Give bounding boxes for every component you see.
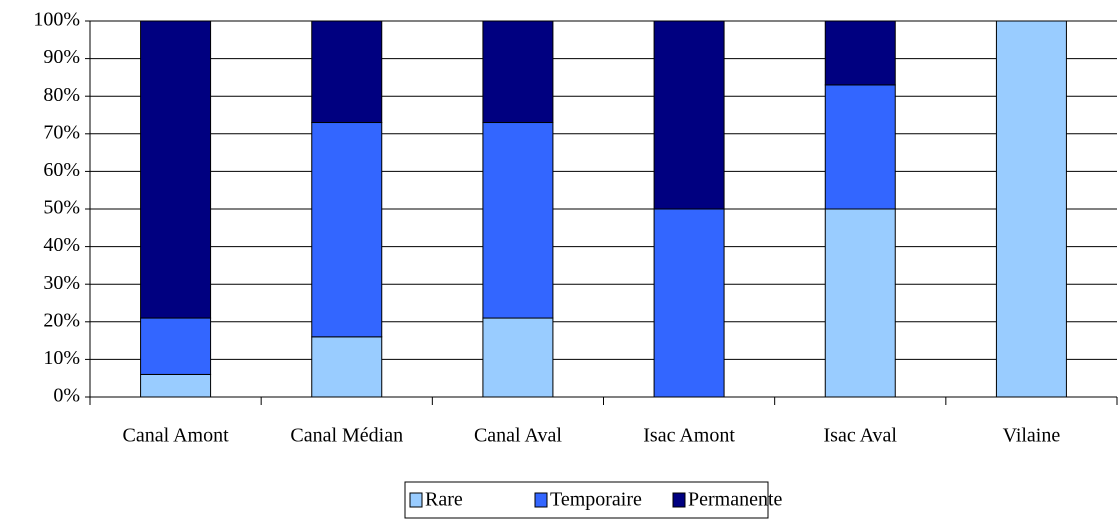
x-tick-label: Canal Aval [474, 425, 562, 447]
bar-segment [824, 20, 896, 86]
y-tick-label: 20% [43, 309, 80, 331]
bar-segment [482, 122, 554, 319]
legend-swatch [409, 492, 423, 508]
x-tick-label: Isac Aval [824, 425, 898, 447]
y-tick-label: 100% [33, 9, 80, 31]
bar-segment [824, 84, 896, 210]
legend-box [404, 481, 769, 519]
legend-label: Rare [425, 489, 463, 511]
y-tick-label: 80% [43, 84, 80, 106]
x-tick-label: Canal Médian [290, 425, 403, 447]
y-tick-label: 90% [43, 46, 80, 68]
bar-segment [653, 208, 725, 398]
bar-segment [653, 20, 725, 210]
legend-swatch [534, 492, 548, 508]
y-tick-label: 40% [43, 234, 80, 256]
y-tick-label: 10% [43, 347, 80, 369]
bar-segment [824, 208, 896, 398]
x-tick-label: Vilaine [1003, 425, 1061, 447]
bar-segment [311, 122, 383, 338]
y-tick-label: 70% [43, 121, 80, 143]
y-tick-label: 0% [53, 385, 80, 407]
x-tick-label: Canal Amont [123, 425, 230, 447]
bar-segment [311, 336, 383, 398]
x-tick-label: Isac Amont [643, 425, 735, 447]
bar-segment [995, 20, 1067, 398]
bar-segment [482, 20, 554, 124]
legend-swatch [672, 492, 686, 508]
bar-segment [140, 317, 212, 375]
bar-segment [311, 20, 383, 124]
bar-segment [140, 20, 212, 319]
bar-segment [140, 373, 212, 398]
legend-label: Permanente [688, 489, 783, 511]
bar-segment [482, 317, 554, 398]
y-tick-label: 60% [43, 159, 80, 181]
legend-label: Temporaire [550, 489, 642, 511]
y-tick-label: 30% [43, 272, 80, 294]
y-tick-label: 50% [43, 197, 80, 219]
